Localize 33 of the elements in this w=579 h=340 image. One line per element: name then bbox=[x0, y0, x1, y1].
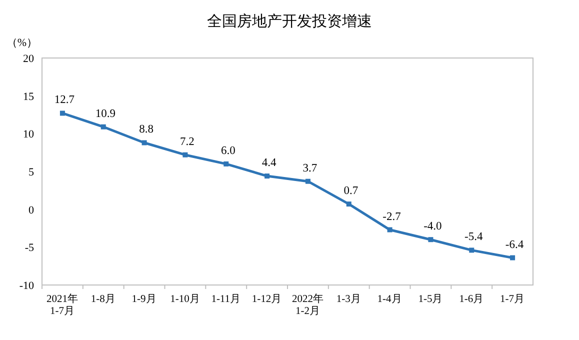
label: -5.4 bbox=[464, 231, 483, 244]
ytick: -5 bbox=[24, 242, 34, 254]
ytick: -10 bbox=[19, 280, 34, 292]
label: -4.0 bbox=[424, 220, 442, 233]
xtick: 1-8月 bbox=[90, 294, 116, 305]
xtick: 1-11月 bbox=[211, 294, 242, 305]
xtick: 1-7月 bbox=[500, 294, 526, 305]
xtick: 1-4月 bbox=[377, 294, 402, 305]
ytick: 5 bbox=[28, 166, 34, 178]
label: 3.7 bbox=[302, 162, 318, 174]
xtick: 1-3月 bbox=[336, 294, 362, 305]
ytick: 15 bbox=[23, 90, 34, 103]
ytick: 10 bbox=[23, 128, 34, 141]
label: -6.4 bbox=[505, 238, 524, 251]
label: 7.2 bbox=[180, 136, 194, 148]
label: 0.7 bbox=[344, 185, 358, 198]
ytick: 0 bbox=[28, 204, 34, 216]
xtick: 1-12月 bbox=[252, 294, 282, 305]
label: 6.0 bbox=[220, 144, 236, 157]
xtick: 2022年 1-2月 bbox=[292, 294, 324, 318]
label: 4.4 bbox=[262, 157, 276, 170]
xtick: 2021年 1-7月 bbox=[46, 294, 78, 318]
label: 10.9 bbox=[95, 108, 116, 120]
xtick: 1-10月 bbox=[170, 294, 200, 305]
xtick: 1-9月 bbox=[132, 294, 157, 305]
label: 8.8 bbox=[139, 124, 154, 136]
label: 12.7 bbox=[54, 94, 75, 106]
label: -2.7 bbox=[382, 210, 401, 223]
title: 全国房地产开发投资增速 bbox=[207, 14, 372, 30]
ylabel: （%） bbox=[6, 37, 38, 49]
xtick: 1-5月 bbox=[418, 294, 444, 305]
ytick: 20 bbox=[23, 53, 34, 65]
xtick: 1-6月 bbox=[459, 294, 484, 305]
